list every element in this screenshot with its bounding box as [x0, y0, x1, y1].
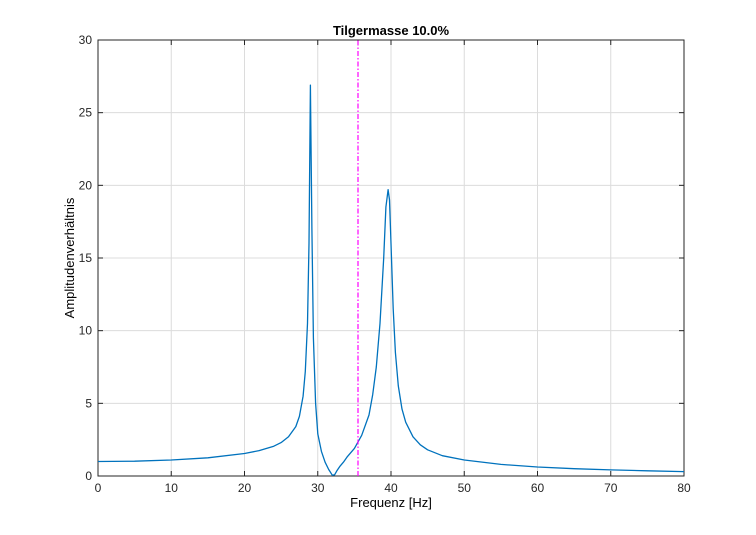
y-tick-label: 25 [79, 106, 93, 120]
grid [98, 40, 684, 476]
x-tick-label: 0 [95, 481, 102, 495]
y-tick-label: 20 [79, 178, 93, 192]
x-tick-label: 70 [604, 481, 618, 495]
x-tick-label: 10 [165, 481, 179, 495]
x-tick-label: 80 [677, 481, 691, 495]
response-curve-series [97, 84, 685, 476]
x-tick-label: 50 [458, 481, 472, 495]
x-tick-label: 60 [531, 481, 545, 495]
x-tick-label: 40 [384, 481, 398, 495]
y-tick-label: 10 [79, 324, 93, 338]
x-tick-label: 30 [311, 481, 325, 495]
chart-title: Tilgermasse 10.0% [333, 23, 450, 38]
y-tick-label: 5 [85, 396, 92, 410]
y-tick-label: 30 [79, 33, 93, 47]
axis-ticks: 0 10 20 30 40 50 60 70 80 0 5 10 15 20 25 30 [79, 33, 691, 495]
y-tick-label: 0 [85, 469, 92, 483]
x-axis-label: Frequenz [Hz] [350, 495, 432, 510]
x-tick-label: 20 [238, 481, 252, 495]
series-group [97, 40, 685, 476]
y-axis-label: Amplitudenverhältnis [62, 197, 77, 318]
y-tick-label: 15 [79, 251, 93, 265]
